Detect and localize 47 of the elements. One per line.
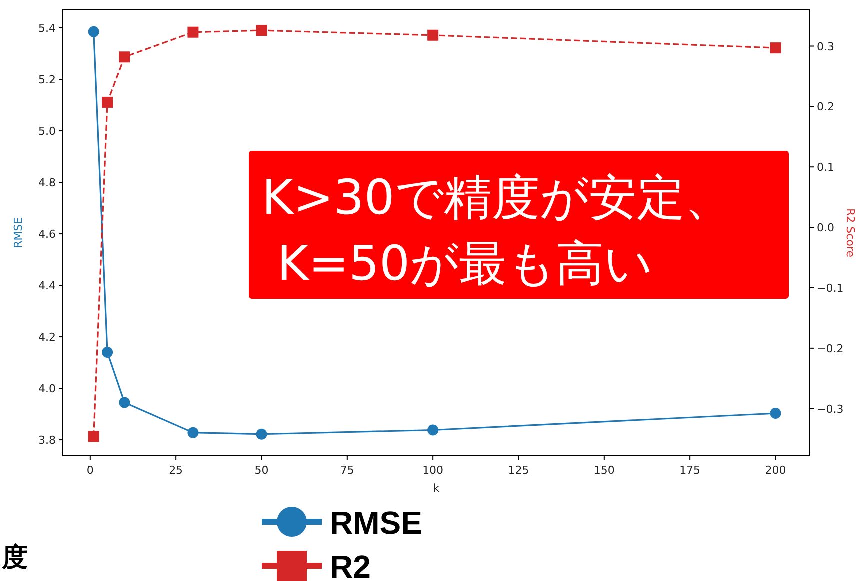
point bbox=[770, 42, 782, 54]
y2-tick-label: −0.2 bbox=[817, 342, 844, 356]
x-tick-label: 150 bbox=[594, 464, 615, 477]
x-tick-label: 75 bbox=[340, 464, 354, 477]
y2-tick-label: −0.1 bbox=[817, 282, 844, 295]
y2-tick-label: −0.3 bbox=[817, 402, 844, 416]
point bbox=[188, 26, 199, 38]
point bbox=[188, 427, 199, 438]
y-tick-label: 3.8 bbox=[38, 434, 56, 448]
x-tick-label: 0 bbox=[86, 464, 94, 477]
x-tick-label: 25 bbox=[169, 464, 184, 477]
x-axis-title: k bbox=[433, 482, 440, 495]
point bbox=[88, 26, 100, 38]
x-tick-label: 50 bbox=[254, 464, 269, 477]
point bbox=[770, 408, 782, 420]
y2-axis-title: R2 Score bbox=[844, 208, 857, 258]
x-tick-label: 125 bbox=[508, 464, 530, 477]
legend-label: R2 bbox=[330, 549, 371, 581]
x-tick-label: 100 bbox=[422, 464, 444, 477]
point bbox=[102, 96, 114, 108]
y2-tick-label: 0.1 bbox=[817, 161, 834, 174]
text: 度 bbox=[1, 543, 28, 573]
y-tick-label: 4.2 bbox=[38, 331, 56, 344]
y-axis-title: RMSE bbox=[12, 217, 25, 249]
point bbox=[256, 428, 268, 440]
y-tick-label: 4.0 bbox=[38, 382, 56, 396]
point bbox=[256, 25, 268, 36]
y-tick-label: 4.6 bbox=[38, 228, 56, 242]
x-tick-label: 175 bbox=[680, 464, 701, 477]
x-tick-label: 200 bbox=[765, 464, 786, 477]
point bbox=[88, 431, 100, 442]
point bbox=[119, 52, 130, 63]
y2-tick-label: 0.3 bbox=[817, 40, 834, 54]
y-tick-label: 4.4 bbox=[38, 280, 56, 293]
y2-tick-label: 0.2 bbox=[817, 100, 834, 114]
point bbox=[119, 397, 130, 408]
point bbox=[428, 424, 439, 436]
y2-tick-label: 0.0 bbox=[817, 222, 834, 235]
y-tick-label: 5.0 bbox=[38, 125, 56, 138]
annotation: K>30で精度が安定、 K=50が最も高い bbox=[262, 170, 733, 292]
y-tick-label: 5.2 bbox=[38, 74, 56, 87]
point bbox=[428, 30, 439, 41]
annotation: K>30で精度が安定、 K=50が最も高い bbox=[249, 151, 789, 299]
legend-label: RMSE bbox=[330, 505, 422, 541]
y-tick-label: 5.4 bbox=[38, 22, 56, 36]
y-tick-label: 4.8 bbox=[38, 176, 56, 190]
point bbox=[102, 346, 114, 358]
